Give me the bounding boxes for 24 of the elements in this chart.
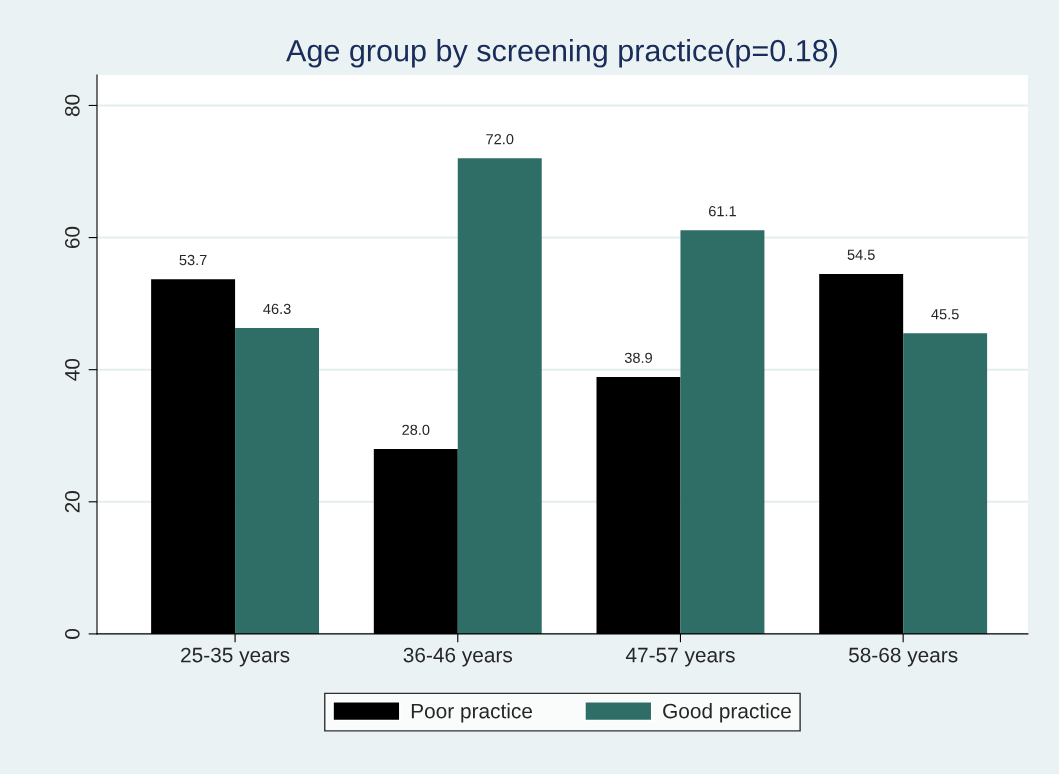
bar bbox=[680, 230, 765, 634]
data-label: 45.5 bbox=[931, 309, 959, 320]
bar bbox=[235, 328, 320, 634]
data-label: 72.0 bbox=[486, 133, 514, 145]
data-label: 38.9 bbox=[624, 352, 652, 363]
legend-label: Poor practice bbox=[411, 703, 532, 723]
y-tick-label: 20 bbox=[64, 491, 80, 513]
y-tick-label: 0 bbox=[64, 628, 80, 639]
bar bbox=[457, 158, 542, 634]
y-tick-label: 60 bbox=[64, 226, 80, 249]
data-label: 46.3 bbox=[263, 303, 291, 315]
chart-title: Age group by screening practice(p=0.18) bbox=[286, 39, 837, 68]
data-label: 53.7 bbox=[179, 254, 207, 266]
data-label: 61.1 bbox=[708, 205, 736, 217]
data-label: 54.5 bbox=[847, 249, 875, 260]
x-tick-label: 47-57 years bbox=[625, 647, 735, 667]
x-tick-label: 36-46 years bbox=[403, 647, 513, 667]
legend-label: Good practice bbox=[663, 703, 791, 723]
y-tick-label: 40 bbox=[64, 358, 80, 381]
data-label: 28.0 bbox=[402, 424, 430, 435]
bar bbox=[903, 333, 988, 634]
x-tick-label: 25-35 years bbox=[181, 647, 290, 667]
x-tick-label: 58-68 years bbox=[848, 647, 958, 667]
y-tick-label: 80 bbox=[64, 94, 80, 117]
